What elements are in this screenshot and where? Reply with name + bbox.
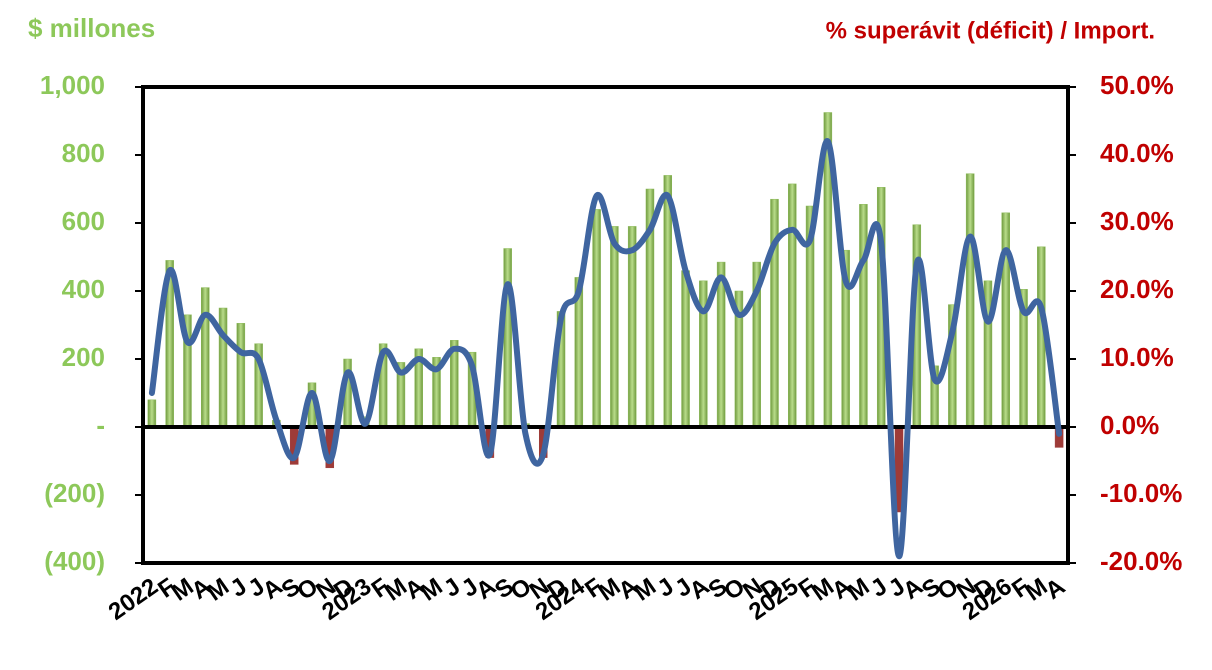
y-axis-label: $ millones xyxy=(28,13,155,43)
y-tick-label: 400 xyxy=(62,274,105,304)
bar xyxy=(236,323,246,428)
bar xyxy=(610,226,619,428)
bar xyxy=(201,287,210,428)
y2-tick-label: 10.0% xyxy=(1100,342,1174,372)
y-tick-label: 200 xyxy=(62,342,105,372)
bar xyxy=(627,226,637,428)
bar xyxy=(859,204,868,428)
y-tick-label: - xyxy=(96,410,105,440)
y2-tick-label: 20.0% xyxy=(1100,274,1174,304)
y-tick-label: (400) xyxy=(44,546,105,576)
bar xyxy=(503,248,512,428)
line xyxy=(148,138,1063,560)
y-tick-label: 600 xyxy=(62,206,105,236)
y-tick-label: 1,000 xyxy=(40,70,105,100)
y2-tick-label: 50.0% xyxy=(1100,70,1174,100)
y2-tick-label: 0.0% xyxy=(1100,410,1159,440)
y2-tick-label: -20.0% xyxy=(1100,546,1182,576)
bar xyxy=(147,399,157,428)
bar xyxy=(965,173,975,428)
y-tick-label: (200) xyxy=(44,478,105,508)
bar xyxy=(788,183,797,428)
bar xyxy=(681,270,690,428)
y2-tick-label: -10.0% xyxy=(1100,478,1182,508)
bar xyxy=(1001,212,1010,428)
bar xyxy=(218,307,228,428)
plot-frame xyxy=(141,85,1070,565)
bar xyxy=(592,209,601,428)
y2-axis-label: % superávit (déficit) / Import. xyxy=(826,17,1155,44)
y-tick-label: 800 xyxy=(62,138,105,168)
y2-tick-label: 30.0% xyxy=(1100,206,1174,236)
bar xyxy=(770,198,779,428)
y2-tick-label: 40.0% xyxy=(1100,138,1174,168)
